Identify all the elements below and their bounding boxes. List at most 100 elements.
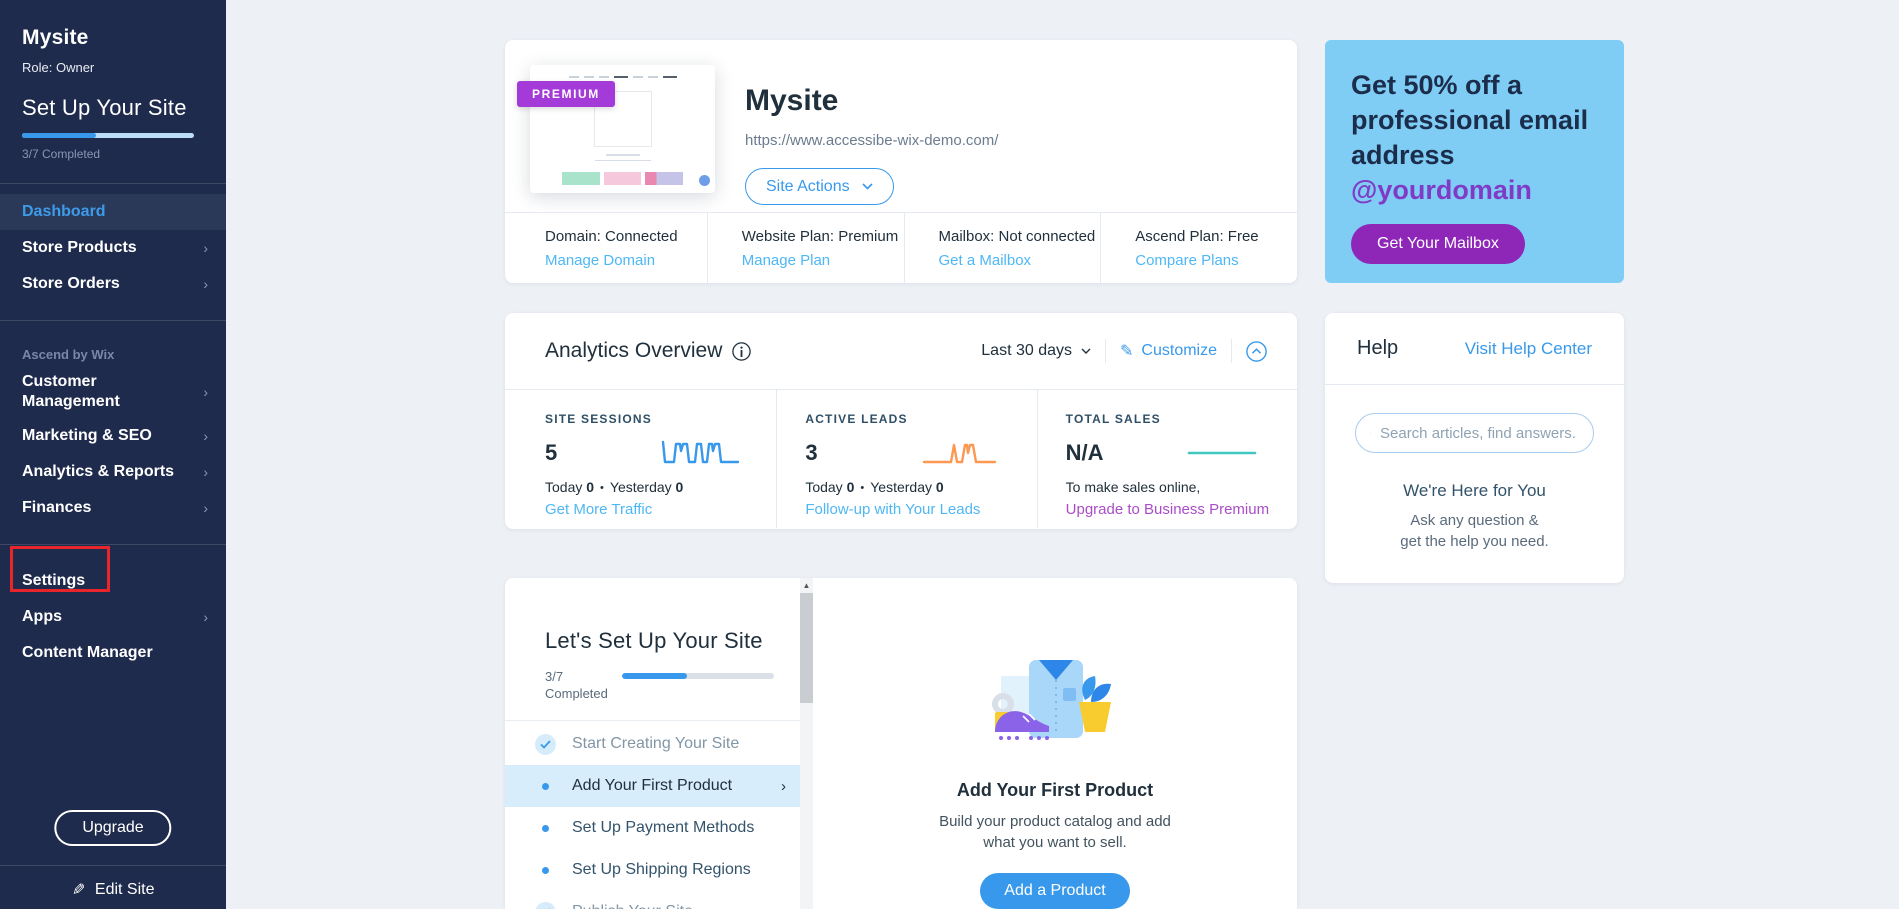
- sidebar-item-analytics-reports[interactable]: Analytics & Reports ›: [0, 454, 226, 490]
- follow-up-leads-link[interactable]: Follow-up with Your Leads: [805, 501, 981, 518]
- check-icon: [535, 901, 556, 909]
- stat-today-yesterday: Today 0 • Yesterday 0: [805, 479, 944, 495]
- chevron-right-icon: ›: [203, 609, 208, 625]
- divider: [1105, 339, 1107, 363]
- stat-value: N/A: [1065, 440, 1104, 465]
- sidebar-divider: [0, 865, 226, 866]
- sidebar-item-store-products[interactable]: Store Products ›: [0, 230, 226, 266]
- upgrade-business-premium-link[interactable]: Upgrade to Business Premium: [1065, 501, 1270, 518]
- help-header: Help Visit Help Center: [1325, 313, 1624, 385]
- sidebar-item-label: Store Products: [22, 239, 137, 256]
- info-icon[interactable]: [732, 341, 752, 361]
- help-search-box[interactable]: [1355, 413, 1594, 453]
- sales-sparkline: [1187, 451, 1257, 455]
- premium-badge: PREMIUM: [517, 81, 615, 107]
- scrollbar-thumb[interactable]: [800, 593, 813, 703]
- sidebar-item-label: Apps: [22, 608, 62, 625]
- sidebar-divider: [0, 320, 226, 321]
- info-label: Mailbox: Not connected: [938, 227, 1096, 245]
- promo-heading-main: Get 50% off a professional email address: [1351, 70, 1589, 170]
- checklist-scrollbar[interactable]: ▲: [800, 578, 813, 909]
- edit-site-label: Edit Site: [94, 881, 155, 898]
- visit-help-center-link[interactable]: Visit Help Center: [1464, 338, 1592, 358]
- get-mailbox-button[interactable]: Get Your Mailbox: [1351, 224, 1525, 264]
- site-url[interactable]: https://www.accessibe-wix-demo.com/: [745, 132, 999, 149]
- chevron-right-icon: ›: [203, 428, 208, 444]
- checklist-item-payment-methods[interactable]: Set Up Payment Methods: [505, 807, 800, 849]
- stat-label: SITE SESSIONS: [545, 412, 652, 426]
- help-search-input[interactable]: [1380, 424, 1579, 442]
- date-range-dropdown[interactable]: Last 30 days: [981, 342, 1091, 360]
- edit-site-button[interactable]: ✎ Edit Site: [0, 880, 226, 900]
- compare-plans-link[interactable]: Compare Plans: [1135, 251, 1239, 269]
- thumbnail-products-mock: [562, 172, 684, 185]
- get-mailbox-link[interactable]: Get a Mailbox: [938, 251, 1032, 269]
- chevron-right-icon: ›: [203, 464, 208, 480]
- customize-label: Customize: [1141, 342, 1217, 359]
- sidebar-item-marketing-seo[interactable]: Marketing & SEO ›: [0, 418, 226, 454]
- sidebar-item-settings[interactable]: Settings: [0, 563, 226, 599]
- sidebar-nav-ascend: Customer Management › Marketing & SEO › …: [0, 366, 226, 526]
- sidebar-item-store-orders[interactable]: Store Orders ›: [0, 266, 226, 302]
- sidebar-item-dashboard[interactable]: Dashboard: [0, 194, 226, 230]
- sidebar-site-name: Mysite: [22, 26, 89, 49]
- site-actions-button[interactable]: Site Actions: [745, 168, 894, 205]
- analytics-stats-row: SITE SESSIONS 5 Today 0 • Yesterday 0 Get …: [505, 390, 1297, 528]
- setup-detail-pane: Add Your First Product Build your produc…: [813, 578, 1297, 909]
- add-product-button[interactable]: Add a Product: [980, 873, 1130, 909]
- sidebar-setup-title[interactable]: Set Up Your Site: [22, 95, 187, 120]
- sidebar-item-label: Settings: [22, 572, 86, 589]
- stat-active-leads: ACTIVE LEADS 3 Today 0 • Yesterday 0 Follo…: [776, 390, 1036, 528]
- info-label: Ascend Plan: Free: [1135, 227, 1259, 245]
- checklist-item-add-product[interactable]: Add Your First Product ›: [505, 765, 800, 807]
- site-info-row: Domain: Connected Manage Domain Website …: [505, 212, 1297, 283]
- get-more-traffic-link[interactable]: Get More Traffic: [545, 501, 653, 518]
- info-website-plan: Website Plan: Premium Manage Plan: [706, 213, 904, 283]
- promo-heading-accent: @yourdomain: [1351, 175, 1532, 205]
- stat-note: To make sales online,: [1065, 479, 1201, 495]
- leads-sparkline: [922, 443, 996, 464]
- sidebar-role: Role: Owner: [22, 60, 95, 75]
- chevron-right-icon: ›: [203, 276, 208, 292]
- info-label: Website Plan: Premium: [741, 227, 899, 245]
- thumbnail-nav-mock: [542, 75, 703, 79]
- setup-progress-fill: [621, 673, 688, 679]
- customize-button[interactable]: ✎ Customize: [1120, 341, 1217, 361]
- checklist-label: Set Up Shipping Regions: [572, 861, 751, 878]
- stat-label: TOTAL SALES: [1065, 412, 1161, 426]
- sidebar-item-label: Dashboard: [22, 203, 106, 220]
- product-illustration: [992, 660, 1111, 740]
- sidebar-item-apps[interactable]: Apps ›: [0, 599, 226, 635]
- help-title: Help: [1357, 337, 1399, 359]
- sidebar-item-finances[interactable]: Finances ›: [0, 490, 226, 526]
- scrollbar-up-arrow[interactable]: ▲: [802, 581, 811, 590]
- sidebar-item-customer-management[interactable]: Customer Management ›: [0, 366, 226, 418]
- sidebar-nav-bottom: Settings Apps › Content Manager: [0, 563, 226, 671]
- checklist-item-shipping-regions[interactable]: Set Up Shipping Regions: [505, 849, 800, 891]
- sidebar-setup-progress-fill: [22, 133, 96, 138]
- sidebar-setup-caption: 3/7 Completed: [22, 147, 101, 161]
- manage-plan-link[interactable]: Manage Plan: [741, 251, 831, 269]
- chevron-right-icon: ›: [781, 777, 786, 795]
- analytics-title-row: Analytics Overview: [545, 339, 752, 363]
- chevron-right-icon: ›: [203, 240, 208, 256]
- bullet-icon: [542, 824, 549, 832]
- checklist-label: Publish Your Site: [572, 903, 693, 909]
- site-thumbnail[interactable]: [530, 65, 715, 193]
- collapse-icon[interactable]: [1246, 340, 1267, 362]
- stat-value: 5: [545, 440, 558, 465]
- manage-domain-link[interactable]: Manage Domain: [545, 251, 656, 269]
- detail-title: Add Your First Product: [956, 780, 1154, 800]
- sidebar-item-content-manager[interactable]: Content Manager: [0, 635, 226, 671]
- search-icon: [1370, 432, 1371, 434]
- checklist-label: Set Up Payment Methods: [572, 819, 755, 836]
- analytics-overview-card: Analytics Overview Last 30 days ✎ Custom…: [505, 313, 1297, 529]
- checklist-item-publish-site[interactable]: Publish Your Site: [505, 891, 800, 909]
- promo-heading: Get 50% off a professional email address…: [1351, 68, 1598, 208]
- setup-title: Let's Set Up Your Site: [545, 628, 763, 653]
- upgrade-button[interactable]: Upgrade: [54, 810, 172, 846]
- analytics-header: Analytics Overview Last 30 days ✎ Custom…: [505, 313, 1297, 390]
- setup-progress-row: 3/7 Completed: [545, 668, 774, 702]
- checklist-item-start-creating[interactable]: Start Creating Your Site: [505, 723, 800, 765]
- analytics-title: Analytics Overview: [545, 339, 723, 362]
